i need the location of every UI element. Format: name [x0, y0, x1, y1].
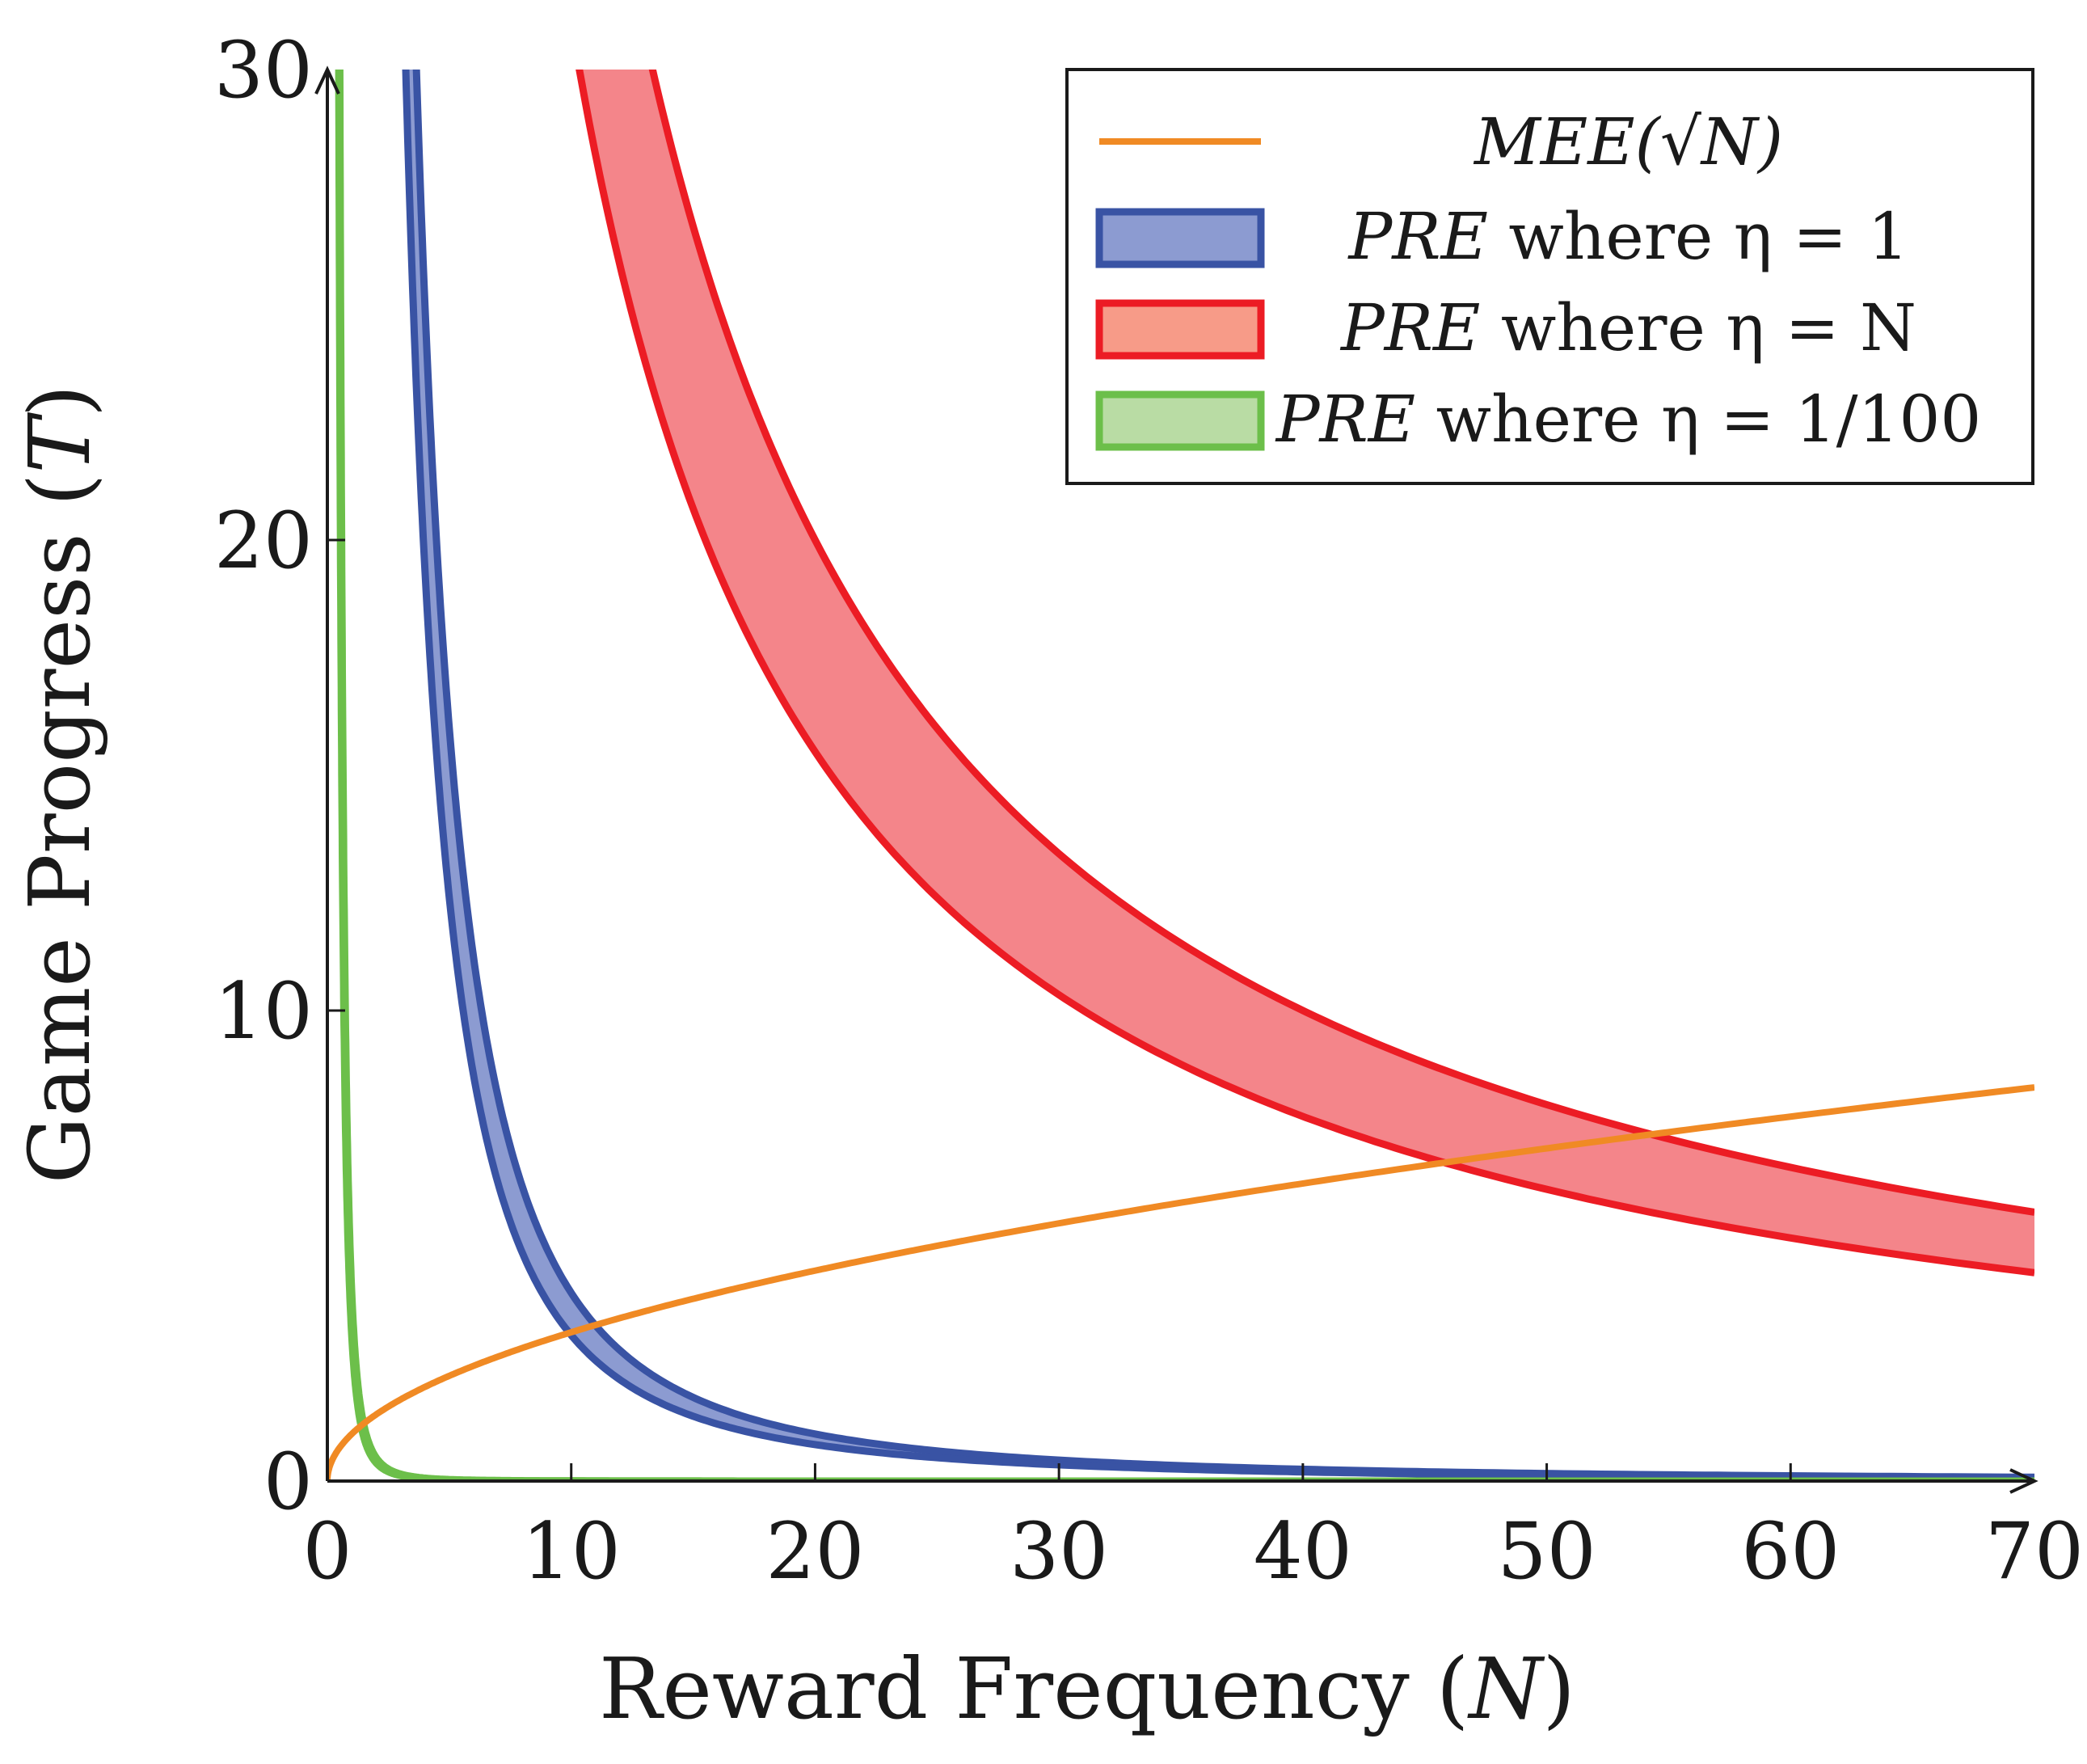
band-upper-pre-where-n	[648, 70, 2034, 1216]
x-tick-label: 50	[1497, 1506, 1596, 1597]
series-layer	[327, 70, 2034, 1481]
y-axis-ticks: 0 10 20 30	[214, 25, 345, 1527]
y-axis-title-text: Game Progress (	[11, 474, 109, 1184]
legend-label-pre-eta-n-math: PRE	[1339, 290, 1480, 365]
x-axis-title-var: N	[1466, 1640, 1545, 1738]
x-tick-label: 0	[302, 1506, 352, 1597]
legend: MEE(√N) PRE where η = 1 PRE where η = N …	[1065, 68, 2034, 485]
y-tick-label: 10	[214, 966, 313, 1057]
x-tick-label: 70	[1985, 1506, 2084, 1597]
legend-entry-pre-eta-1-100: PRE where η = 1/100	[1095, 382, 1982, 457]
plot-area	[314, 65, 2039, 1494]
axes-layer	[314, 65, 2039, 1494]
legend-label-pre-eta-1-100-math: PRE	[1275, 382, 1415, 457]
y-axis-title-close: )	[11, 385, 109, 418]
x-axis-title-text: Reward Frequency (	[599, 1640, 1469, 1738]
band-fill-pre-where-n	[579, 70, 2034, 1273]
line-mee-sqrt-n	[327, 1084, 2034, 1481]
y-tick-label: 30	[214, 25, 313, 116]
legend-entry-mee: MEE(√N)	[1099, 104, 1783, 179]
legend-entry-pre-eta-n: PRE where η = N	[1095, 290, 1916, 365]
x-tick-label: 60	[1741, 1506, 1840, 1597]
band-upper-pre-where-1	[412, 70, 2034, 1481]
y-axis-title: Game Progress (T)	[11, 385, 109, 1184]
legend-swatch-pre-eta-1	[1095, 208, 1265, 268]
legend-swatch-pre-eta-n	[1095, 299, 1265, 360]
y-tick-label: 20	[214, 496, 313, 586]
x-tick-label: 10	[522, 1506, 621, 1597]
legend-label-mee-math: MEE(√N)	[1473, 104, 1783, 179]
legend-label-pre-eta-1-math: PRE	[1347, 199, 1488, 274]
y-axis-title-var: T	[11, 412, 109, 474]
legend-label-pre-eta-1-text: where η = 1	[1488, 199, 1909, 274]
band-lower-pre-where-1	[402, 70, 2034, 1481]
legend-swatch-pre-eta-1-100	[1095, 390, 1265, 451]
x-tick-label: 20	[765, 1506, 864, 1597]
band-lower-pre-where-n	[576, 70, 2034, 1277]
x-axis-title-close: )	[1542, 1640, 1575, 1738]
y-axis-arrow	[314, 65, 340, 95]
legend-label-pre-eta-n: PRE where η = N	[1339, 290, 1916, 365]
x-axis-title: Reward Frequency (N)	[599, 1640, 1575, 1738]
legend-label-mee: MEE(√N)	[1473, 104, 1783, 179]
x-axis-arrow	[2009, 1468, 2039, 1494]
legend-label-pre-eta-1-100: PRE where η = 1/100	[1275, 382, 1982, 457]
x-tick-label: 30	[1010, 1506, 1108, 1597]
x-axis-ticks: 0 10 20 30 40 50 60 70	[302, 1463, 2084, 1597]
legend-label-pre-eta-1-100-text: where η = 1/100	[1415, 382, 1981, 457]
legend-label-pre-eta-1: PRE where η = 1	[1347, 199, 1909, 274]
x-tick-label: 40	[1254, 1506, 1352, 1597]
legend-entry-pre-eta-1: PRE where η = 1	[1095, 199, 1909, 274]
band-lower-pre-where-1-100	[335, 70, 2034, 1481]
y-tick-label: 0	[264, 1437, 313, 1527]
legend-label-pre-eta-n-text: where η = N	[1480, 290, 1916, 365]
